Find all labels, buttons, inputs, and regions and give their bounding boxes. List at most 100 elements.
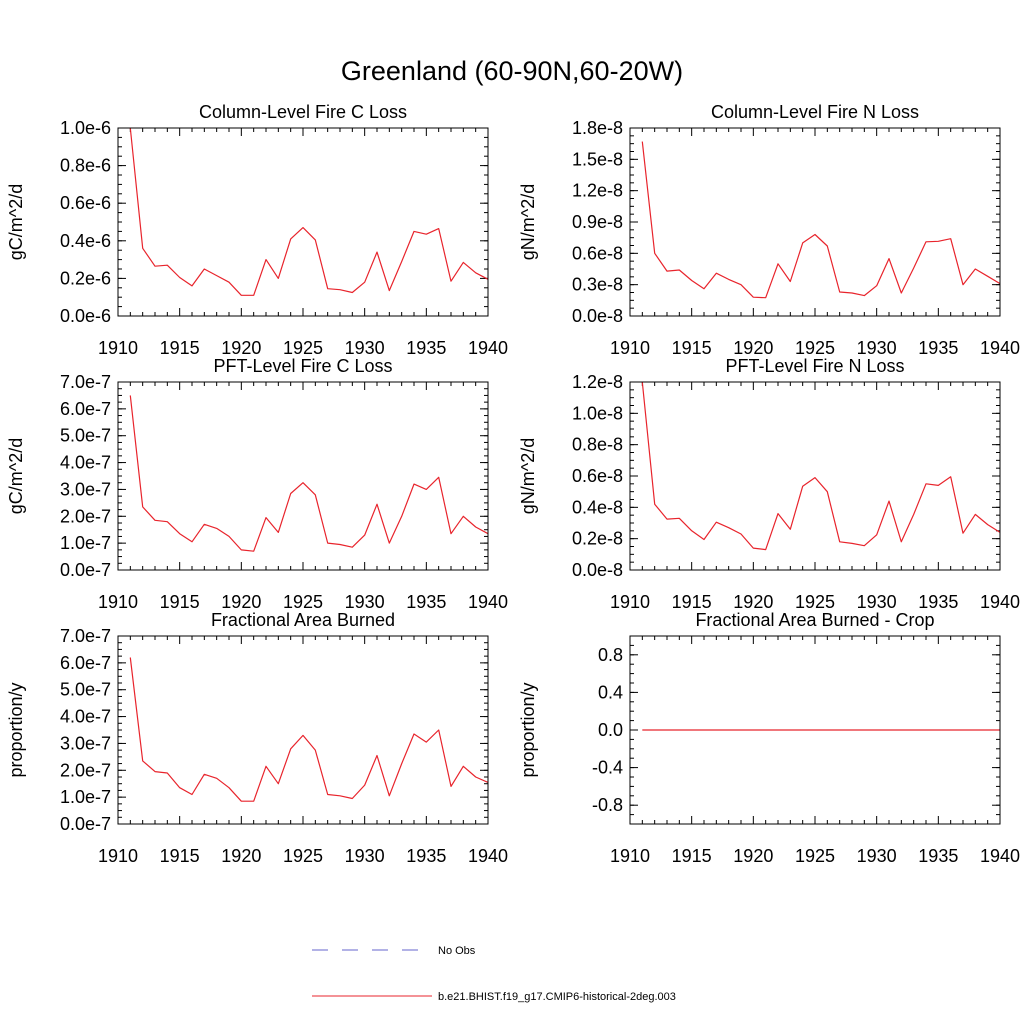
chart-2-x-tick-label: 1915 bbox=[672, 338, 712, 358]
chart-3-y-tick-label: 2.0e-7 bbox=[60, 506, 111, 526]
chart-5-ylabel: proportion/y bbox=[6, 682, 26, 777]
chart-4-minor-ticks bbox=[630, 381, 1000, 571]
chart-6-y-tick-label: -0.8 bbox=[592, 795, 623, 815]
chart-5-x-tick-label: 1920 bbox=[221, 846, 261, 866]
chart-5-x-tick-label: 1940 bbox=[468, 846, 508, 866]
chart-3-y-tick-label: 0.0e-7 bbox=[60, 560, 111, 580]
chart-4-y-tick-label: 0.8e-8 bbox=[572, 435, 623, 455]
chart-1-x-tick-label: 1925 bbox=[283, 338, 323, 358]
chart-5-y-tick-label: 4.0e-7 bbox=[60, 707, 111, 727]
chart-6-x-tick-label: 1935 bbox=[918, 846, 958, 866]
chart-3-x-tick-label: 1930 bbox=[345, 592, 385, 612]
chart-5-y-tick-label: 1.0e-7 bbox=[60, 787, 111, 807]
chart-3-minor-ticks bbox=[118, 381, 488, 571]
chart-5-series-1-line bbox=[129, 657, 489, 802]
chart-5-y-tick-label: 7.0e-7 bbox=[60, 626, 111, 646]
chart-3-frame bbox=[117, 381, 489, 571]
chart-3-series-1-line bbox=[129, 395, 489, 552]
chart-2-y-tick-label: 0.6e-8 bbox=[572, 243, 623, 263]
chart-6-x-tick-label: 1920 bbox=[733, 846, 773, 866]
chart-6-title: Fractional Area Burned - Crop bbox=[695, 610, 934, 630]
chart-4-y-tick-label: 1.2e-8 bbox=[572, 372, 623, 392]
chart-6-panel: Fractional Area Burned - Crop proportion/… bbox=[518, 610, 1020, 866]
chart-6-ylabel: proportion/y bbox=[518, 682, 538, 777]
chart-1-x-tick-label: 1920 bbox=[221, 338, 261, 358]
chart-1-ylabel: gC/m^2/d bbox=[6, 184, 26, 260]
chart-2-x-tick-label: 1935 bbox=[918, 338, 958, 358]
chart-2-y-tick-label: 0.9e-8 bbox=[572, 212, 623, 232]
chart-2-x-tick-label: 1920 bbox=[733, 338, 773, 358]
chart-2-title: Column-Level Fire N Loss bbox=[711, 102, 919, 122]
chart-3-title: PFT-Level Fire C Loss bbox=[213, 356, 392, 376]
chart-2-y-tick-label: 0.0e-8 bbox=[572, 306, 623, 326]
chart-4-series-1-line bbox=[641, 381, 1001, 551]
chart-4-x-tick-label: 1920 bbox=[733, 592, 773, 612]
chart-6-x-tick-label: 1910 bbox=[610, 846, 650, 866]
chart-3-x-tick-label: 1920 bbox=[221, 592, 261, 612]
panels: Column-Level Fire C Loss gC/m^2/d 1910 1915… bbox=[6, 102, 1020, 866]
chart-5-x-tick-label: 1915 bbox=[160, 846, 200, 866]
chart-3-y-tick-label: 5.0e-7 bbox=[60, 426, 111, 446]
chart-3-y-tick-label: 6.0e-7 bbox=[60, 399, 111, 419]
chart-1-x-tick-label: 1915 bbox=[160, 338, 200, 358]
legend: No Obs b.e21.BHIST.f19_g17.CMIP6-historic… bbox=[312, 945, 676, 1003]
chart-5-frame bbox=[117, 635, 489, 825]
chart-4-ylabel: gN/m^2/d bbox=[518, 438, 538, 514]
chart-2-x-tick-label: 1910 bbox=[610, 338, 650, 358]
chart-5-x-tick-label: 1930 bbox=[345, 846, 385, 866]
chart-1-frame bbox=[117, 127, 489, 317]
chart-3-x-tick-label: 1910 bbox=[98, 592, 138, 612]
chart-1-y-tick-label: 0.2e-6 bbox=[60, 268, 111, 288]
chart-6-y-tick-label: 0.8 bbox=[598, 645, 623, 665]
chart-2-y-tick-label: 1.8e-8 bbox=[572, 118, 623, 138]
chart-3-panel: PFT-Level Fire C Loss gC/m^2/d 1910 1915 192… bbox=[6, 356, 508, 612]
chart-1-y-tick-label: 1.0e-6 bbox=[60, 118, 111, 138]
chart-5-y-tick-label: 0.0e-7 bbox=[60, 814, 111, 834]
chart-2-x-tick-label: 1940 bbox=[980, 338, 1020, 358]
chart-5-y-tick-label: 5.0e-7 bbox=[60, 680, 111, 700]
chart-2-panel: Column-Level Fire N Loss gN/m^2/d 1910 1915… bbox=[518, 102, 1020, 358]
chart-4-y-tick-label: 0.6e-8 bbox=[572, 466, 623, 486]
chart-4-y-tick-label: 0.4e-8 bbox=[572, 497, 623, 517]
chart-1-y-tick-label: 0.0e-6 bbox=[60, 306, 111, 326]
chart-1-x-tick-label: 1910 bbox=[98, 338, 138, 358]
chart-5-y-tick-label: 2.0e-7 bbox=[60, 760, 111, 780]
chart-4-title: PFT-Level Fire N Loss bbox=[725, 356, 904, 376]
chart-4-x-tick-label: 1915 bbox=[672, 592, 712, 612]
chart-1-y-tick-label: 0.8e-6 bbox=[60, 156, 111, 176]
chart-4-panel: PFT-Level Fire N Loss gN/m^2/d 1910 1915 192… bbox=[518, 356, 1020, 612]
chart-5-y-tick-label: 6.0e-7 bbox=[60, 653, 111, 673]
chart-3-ylabel: gC/m^2/d bbox=[6, 438, 26, 514]
legend-label-1: No Obs bbox=[438, 945, 476, 957]
chart-4-x-tick-label: 1935 bbox=[918, 592, 958, 612]
chart-6-x-tick-label: 1940 bbox=[980, 846, 1020, 866]
chart-2-x-tick-label: 1925 bbox=[795, 338, 835, 358]
chart-5-y-tick-label: 3.0e-7 bbox=[60, 733, 111, 753]
chart-5-panel: Fractional Area Burned proportion/y 1910 19… bbox=[6, 610, 508, 866]
chart-4-y-tick-label: 1.0e-8 bbox=[572, 403, 623, 423]
chart-2-y-tick-label: 0.3e-8 bbox=[572, 275, 623, 295]
chart-3-y-tick-label: 4.0e-7 bbox=[60, 453, 111, 473]
chart-6-y-tick-label: 0.4 bbox=[598, 682, 623, 702]
chart-4-x-tick-label: 1925 bbox=[795, 592, 835, 612]
chart-4-frame bbox=[629, 381, 1001, 571]
chart-3-y-tick-label: 1.0e-7 bbox=[60, 533, 111, 553]
chart-1-y-tick-label: 0.6e-6 bbox=[60, 193, 111, 213]
chart-2-ylabel: gN/m^2/d bbox=[518, 184, 538, 260]
chart-1-series-1-line bbox=[129, 127, 489, 296]
chart-6-y-tick-label: -0.4 bbox=[592, 758, 623, 778]
chart-6-frame bbox=[629, 635, 1001, 825]
chart-4-y-tick-label: 0.2e-8 bbox=[572, 529, 623, 549]
chart-6-x-tick-label: 1930 bbox=[857, 846, 897, 866]
chart-4-x-tick-label: 1940 bbox=[980, 592, 1020, 612]
chart-1-x-tick-label: 1935 bbox=[406, 338, 446, 358]
chart-1-title: Column-Level Fire C Loss bbox=[199, 102, 407, 122]
chart-3-x-tick-label: 1935 bbox=[406, 592, 446, 612]
figure-title: Greenland (60-90N,60-20W) bbox=[341, 56, 683, 86]
chart-3-x-tick-label: 1915 bbox=[160, 592, 200, 612]
chart-3-y-tick-label: 3.0e-7 bbox=[60, 479, 111, 499]
chart-4-x-tick-label: 1910 bbox=[610, 592, 650, 612]
chart-1-minor-ticks bbox=[118, 127, 488, 317]
chart-1-y-tick-label: 0.4e-6 bbox=[60, 231, 111, 251]
